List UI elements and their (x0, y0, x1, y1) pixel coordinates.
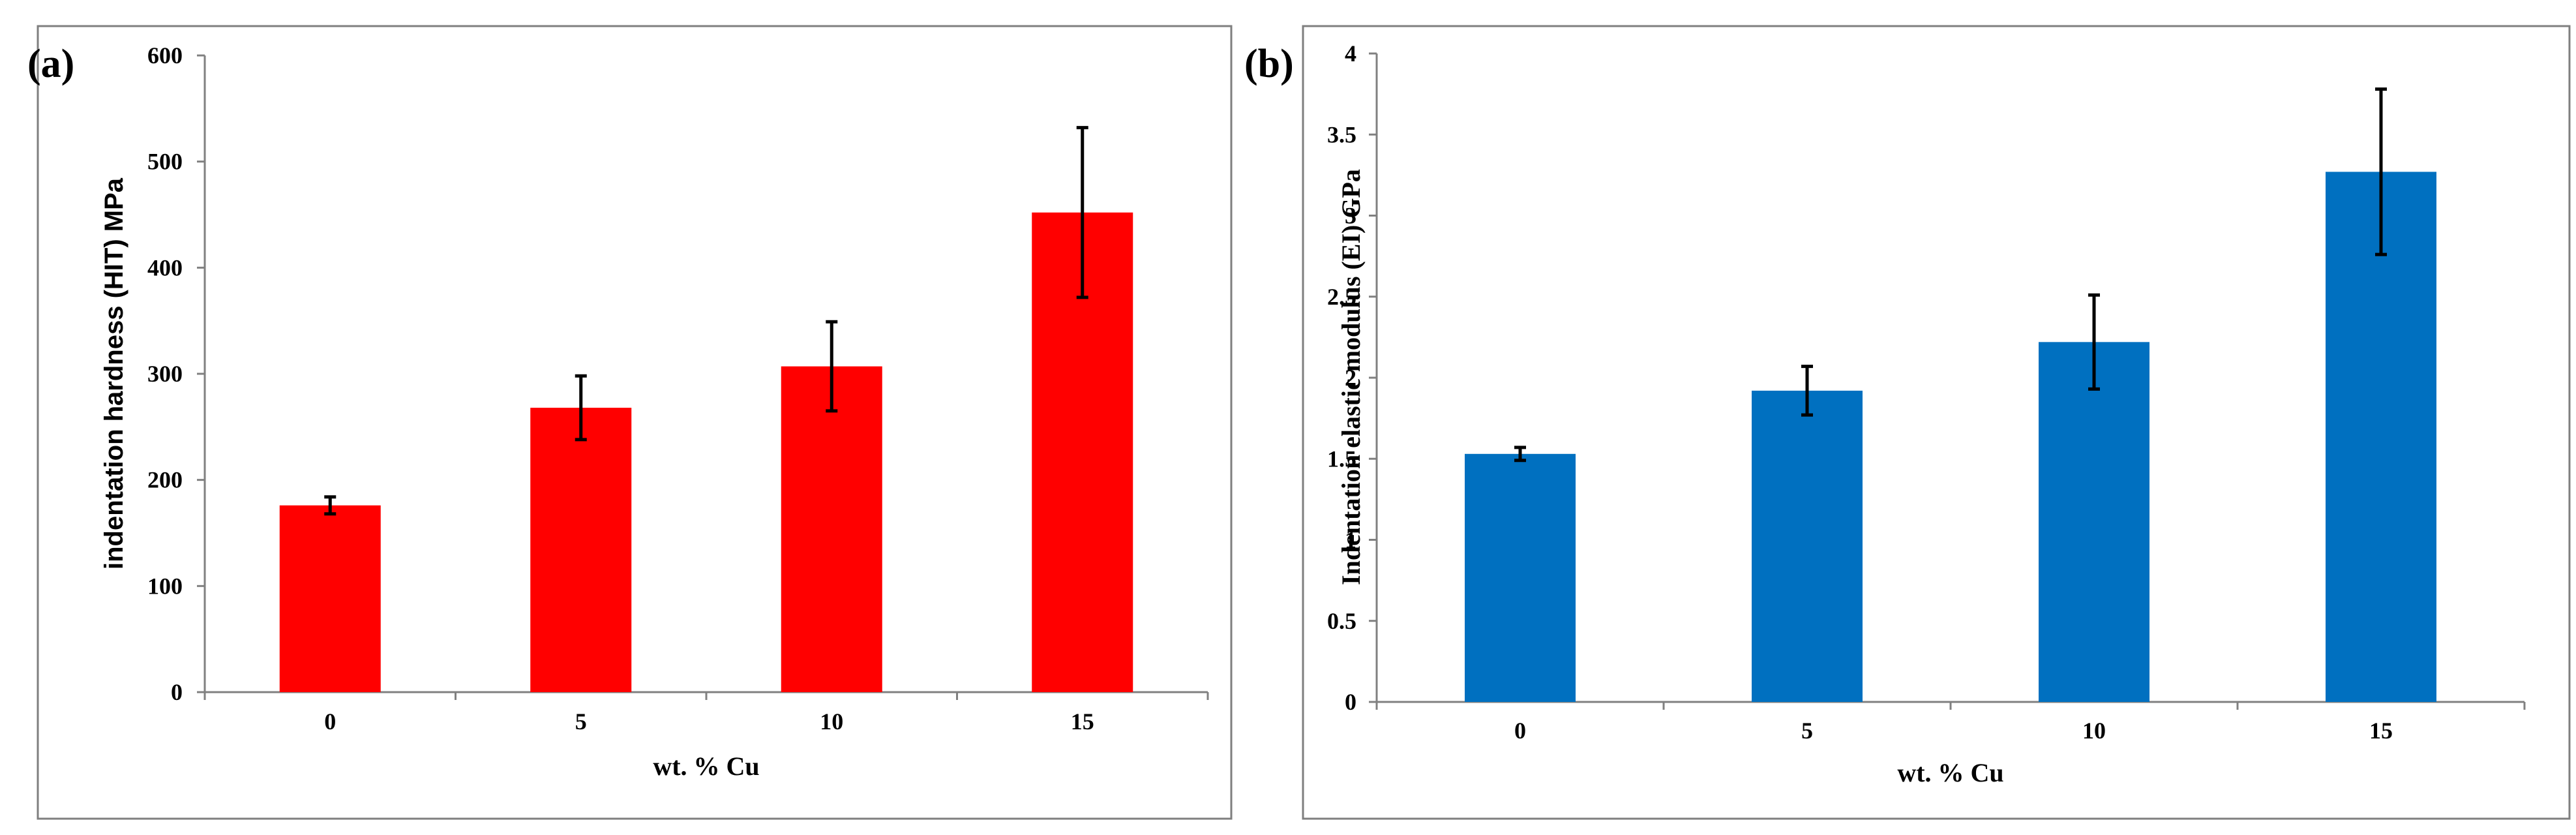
panel-a-y-tick-label: 600 (147, 42, 183, 68)
panel-b-plot: 0 0.5 1 1.5 2 2.5 3 3.5 4 0 5 10 15 (1327, 40, 2526, 744)
panel-a-plot: 0 100 200 300 400 500 600 0 5 10 15 (147, 42, 1209, 735)
panel-a-error-bar-10 (826, 320, 838, 413)
panel-b-x-tick-label: 15 (2369, 718, 2393, 744)
panel-b-y-tick-label: 1 (1345, 527, 1356, 553)
panel-a-bar-5 (530, 408, 632, 692)
panel-b-y-tick-label: 2.5 (1327, 284, 1356, 310)
panel-b-x-tick-label: 0 (1514, 718, 1526, 744)
panel-a-y-tick-label: 200 (147, 467, 183, 493)
panel-a-x-axis-title: wt. % Cu (653, 752, 759, 781)
panel-b-x-tick-label: 10 (2082, 718, 2106, 744)
panel-b-y-axis-title: Indentation elastic modulus (EI) GPa (1336, 169, 1366, 585)
panel-b-x-tick-label: 5 (1801, 718, 1813, 744)
panel-b-error-bar-5 (1801, 365, 1813, 417)
panel-b-x-axis-title: wt. % Cu (1897, 758, 2003, 787)
panel-b-y-tick-label: 4 (1345, 40, 1356, 67)
panel-a-bar-10 (781, 366, 882, 692)
panel-b-y-tick-label: 0.5 (1327, 608, 1356, 634)
panel-a-x-tick-label: 5 (575, 708, 587, 735)
panel-b-error-bar-15 (2375, 87, 2387, 256)
panel-b-y-tick-label: 0 (1345, 689, 1356, 715)
panel-a-x-tick-label: 15 (1071, 708, 1094, 735)
panel-b-error-bar-0 (1514, 446, 1526, 463)
panel-b-bar-10 (2039, 342, 2149, 702)
panel-a-frame (37, 25, 1233, 820)
panel-b-y-tick-label: 1.5 (1327, 446, 1356, 472)
panel-b-bar-5 (1752, 390, 1863, 702)
panel-a-x-tick-label: 0 (324, 708, 336, 735)
panel-a-y-tick-label: 0 (171, 679, 183, 705)
panel-a-y-tick-label: 100 (147, 573, 183, 599)
panel-a-bar-0 (279, 505, 381, 692)
panel-a-error-bar-0 (324, 495, 337, 516)
panel-a-y-tick-label: 400 (147, 254, 183, 281)
panel-b-y-tick-label: 2 (1345, 365, 1356, 391)
panel-a-x-tick-label: 10 (820, 708, 843, 735)
panel-a-y-tick-label: 300 (147, 361, 183, 387)
panel-a-error-bar-5 (575, 374, 587, 442)
panel-b-bar-0 (1465, 453, 1576, 702)
panel-a-error-bar-15 (1076, 126, 1088, 299)
panel-b-label: (b) (1244, 42, 1294, 86)
panel-b-frame (1302, 25, 2571, 820)
panel-b-y-tick-label: 3 (1345, 203, 1356, 229)
panel-b-y-tick-label: 3.5 (1327, 121, 1356, 147)
panel-b-error-bar-10 (2088, 293, 2100, 391)
panel-a-y-axis-title: indentation hardness (HIT) MPa (100, 177, 128, 569)
panel-b-bar-15 (2326, 172, 2436, 702)
panel-a-label: (a) (27, 42, 74, 86)
panel-a-y-tick-label: 500 (147, 149, 183, 175)
